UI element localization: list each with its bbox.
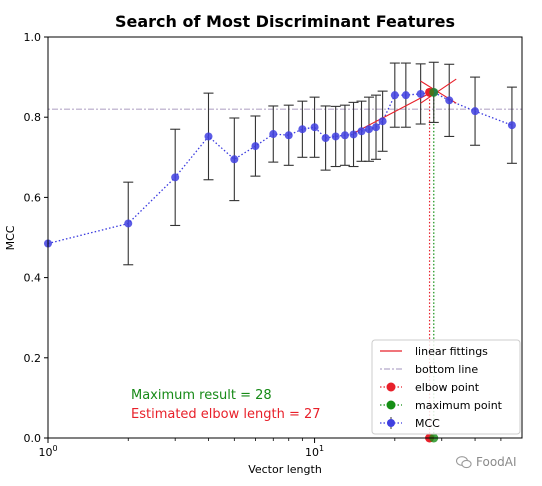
legend-label-bottom-line: bottom line <box>415 363 478 376</box>
mcc-data-point <box>378 117 387 126</box>
mcc-data-point <box>340 131 349 140</box>
mcc-data-point <box>471 107 480 116</box>
mcc-data-point <box>284 131 293 140</box>
maximum-point-marker <box>429 87 439 97</box>
legend-label-elbow-point: elbow point <box>415 381 480 394</box>
chart-title: Search of Most Discriminant Features <box>115 12 455 31</box>
mcc-data-point <box>371 123 380 132</box>
axes-frame <box>47 36 523 439</box>
x-tick-label: 100 <box>38 444 57 459</box>
y-axis-label: MCC <box>4 225 17 250</box>
annotation-elbow-length: Estimated elbow length = 27 <box>131 407 321 422</box>
mcc-data-point <box>124 219 133 228</box>
wechat-logo-icon <box>456 455 472 468</box>
mcc-data-point <box>310 123 319 132</box>
legend-label-linear-fittings: linear fittings <box>415 345 488 358</box>
mcc-data-point <box>390 91 399 100</box>
plot-area: 0.0 0.2 0.4 0.6 0.8 1.0 100 101 <box>24 31 523 459</box>
y-tick-label: 1.0 <box>24 31 42 44</box>
mcc-data-point <box>445 96 454 105</box>
watermark: FoodAI <box>456 455 517 469</box>
y-tick-label: 0.6 <box>24 191 42 204</box>
mcc-data-point <box>204 132 213 141</box>
y-tick-label: 0.2 <box>24 352 42 365</box>
mcc-data-point <box>269 130 278 139</box>
mcc-data-point <box>364 125 373 134</box>
annotation-maximum-result: Maximum result = 28 <box>131 388 272 403</box>
legend-box <box>371 339 521 435</box>
legend-label-mcc: MCC <box>415 417 440 430</box>
legend-label-maximum-point: maximum point <box>415 399 503 412</box>
watermark-text: FoodAI <box>476 455 517 469</box>
legend-swatch-mcc-marker <box>387 419 395 427</box>
mcc-data-point <box>321 134 330 143</box>
mcc-data-point <box>251 142 260 151</box>
chart-legend: linear fittings bottom line elbow point … <box>371 339 521 435</box>
mcc-data-point <box>230 155 239 164</box>
linear-fitting-line <box>420 78 457 104</box>
mcc-data-point <box>507 121 516 130</box>
mcc-data-point <box>416 89 425 98</box>
x-axis-label: Vector length <box>248 463 322 476</box>
y-tick-label: 0.0 <box>24 432 42 445</box>
mcc-data-point <box>298 125 307 134</box>
mcc-data-point <box>349 130 358 139</box>
x-tick-label: 101 <box>305 444 324 459</box>
legend-swatch-maximum-point <box>386 400 396 410</box>
mcc-data-point <box>401 91 410 100</box>
y-tick-label: 0.8 <box>24 111 42 124</box>
legend-swatch-elbow-point <box>386 382 396 392</box>
y-tick-label: 0.4 <box>24 272 42 285</box>
mcc-data-point <box>331 132 340 141</box>
mcc-data-point <box>171 173 180 182</box>
mcc-data-point <box>357 127 366 136</box>
